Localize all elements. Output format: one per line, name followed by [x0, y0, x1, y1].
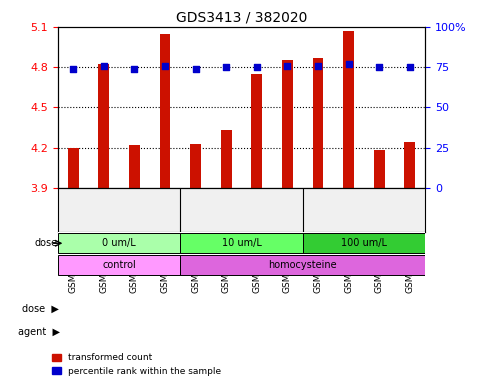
Point [284, 63, 291, 69]
Point [161, 63, 169, 69]
Text: 100 um/L: 100 um/L [341, 238, 387, 248]
Bar [68, 148, 79, 188]
Text: 10 um/L: 10 um/L [222, 238, 261, 248]
Point [70, 66, 77, 72]
Bar [129, 145, 140, 188]
Text: dose: dose [35, 238, 58, 248]
FancyBboxPatch shape [58, 233, 180, 253]
FancyBboxPatch shape [58, 255, 180, 275]
Point [253, 64, 261, 70]
Title: GDS3413 / 382020: GDS3413 / 382020 [176, 10, 307, 24]
Legend: transformed count, percentile rank within the sample: transformed count, percentile rank withi… [48, 350, 225, 379]
Text: homocysteine: homocysteine [269, 260, 337, 270]
Point [375, 64, 383, 70]
Point [406, 64, 413, 70]
Bar [313, 58, 323, 188]
Text: control: control [102, 260, 136, 270]
Bar [252, 74, 262, 188]
Text: 0 um/L: 0 um/L [102, 238, 136, 248]
Bar [99, 65, 109, 188]
Bar [374, 151, 384, 188]
FancyBboxPatch shape [303, 233, 425, 253]
Bar [221, 130, 231, 188]
Point [130, 66, 138, 72]
Point [100, 63, 108, 69]
Bar [160, 33, 170, 188]
Point [345, 61, 353, 67]
Text: dose  ▶: dose ▶ [22, 304, 58, 314]
Point [222, 64, 230, 70]
Bar [282, 60, 293, 188]
FancyBboxPatch shape [180, 233, 303, 253]
Bar [343, 31, 354, 188]
Point [192, 66, 199, 72]
Text: agent  ▶: agent ▶ [18, 327, 60, 337]
Point [314, 63, 322, 69]
Bar [190, 144, 201, 188]
Bar [404, 142, 415, 188]
FancyBboxPatch shape [180, 255, 425, 275]
